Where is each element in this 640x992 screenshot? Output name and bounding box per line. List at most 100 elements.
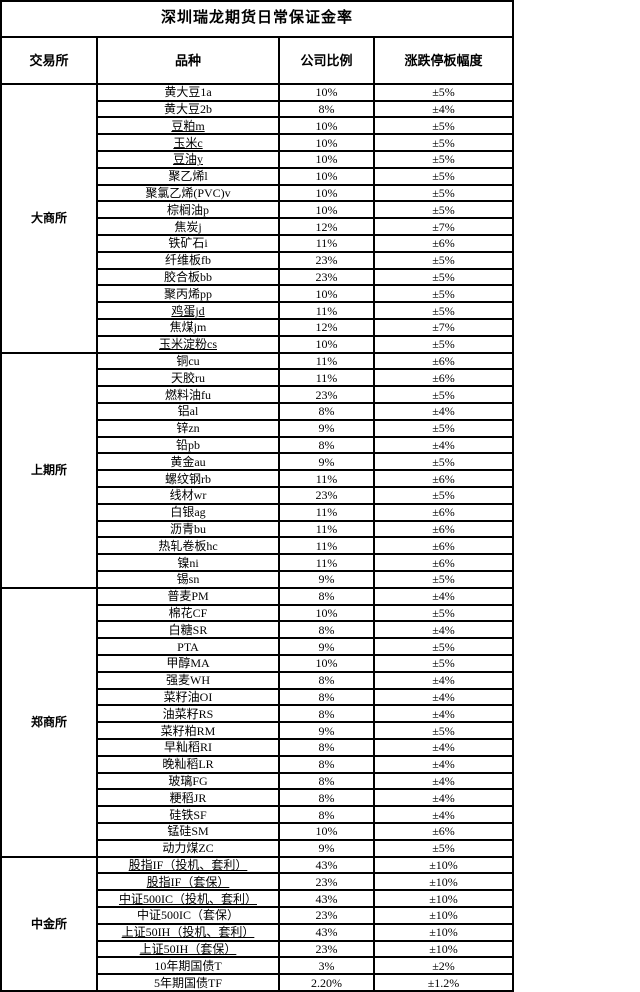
margin-rate-table: 深圳瑞龙期货日常保证金率 交易所 品种 公司比例 涨跌停板幅度 大商所 黄大豆1a…	[0, 0, 515, 992]
limit-cell: ±6%	[372, 234, 515, 253]
limit-cell: ±5%	[372, 334, 515, 354]
variety-cell: 纤维板fb	[96, 250, 280, 270]
table-row: 镍ni 11% ±6%	[1, 553, 515, 572]
limit-cell: ±4%	[372, 687, 515, 707]
table-row: 玉米c 10% ±5%	[1, 133, 515, 153]
table-row: PTA 9% ±5%	[1, 637, 515, 656]
variety-cell: 线材wr	[96, 485, 280, 505]
table-row: 5年期国债TF 2.20% ±1.2%	[1, 973, 515, 992]
ratio-cell: 9%	[278, 637, 375, 656]
variety-cell: 锌zn	[96, 418, 280, 438]
variety-cell: 鸡蛋jd	[96, 301, 280, 321]
variety-cell: 热轧卷板hc	[96, 536, 280, 556]
table-row: 上证50IH（套保） 23% ±10%	[1, 939, 515, 959]
ratio-cell: 8%	[278, 402, 375, 421]
table-row: 焦煤jm 12% ±7%	[1, 318, 515, 337]
limit-cell: ±4%	[372, 771, 515, 791]
ratio-cell: 8%	[278, 99, 375, 119]
variety-cell: 晚籼稻LR	[96, 754, 280, 774]
variety-cell: 聚丙烯pp	[96, 284, 280, 304]
limit-cell: ±7%	[372, 217, 515, 237]
variety-cell: 聚乙烯l	[96, 166, 280, 186]
variety-cell: 玉米c	[96, 133, 280, 153]
variety-cell: 铜cu	[96, 351, 280, 371]
variety-cell: 焦煤jm	[96, 318, 280, 337]
ratio-cell: 43%	[278, 889, 375, 908]
variety-cell: 上证50IH（投机、套利）	[96, 922, 280, 942]
limit-cell: ±2%	[372, 956, 515, 976]
variety-cell: 粳稻JR	[96, 788, 280, 808]
variety-cell: 甲醇MA	[96, 653, 280, 673]
ratio-cell: 8%	[278, 687, 375, 707]
ratio-cell: 11%	[278, 368, 375, 388]
limit-cell: ±10%	[372, 855, 515, 875]
ratio-cell: 9%	[278, 452, 375, 472]
ratio-cell: 23%	[278, 872, 375, 892]
table-title-row: 深圳瑞龙期货日常保证金率	[0, 0, 515, 38]
column-header-variety: 品种	[96, 35, 280, 85]
limit-cell: ±6%	[372, 821, 515, 841]
variety-cell: 动力煤ZC	[96, 838, 280, 858]
ratio-cell: 10%	[278, 653, 375, 673]
variety-cell: 铝al	[96, 402, 280, 421]
limit-cell: ±5%	[372, 452, 515, 472]
limit-cell: ±5%	[372, 267, 515, 287]
variety-cell: 白糖SR	[96, 620, 280, 640]
table-row: 上证50IH（投机、套利） 43% ±10%	[1, 922, 515, 942]
ratio-cell: 23%	[278, 905, 375, 925]
table-row: 菜籽粕RM 9% ±5%	[1, 721, 515, 740]
variety-cell: 油菜籽RS	[96, 704, 280, 724]
variety-cell: 铁矿石i	[96, 234, 280, 253]
ratio-cell: 10%	[278, 603, 375, 623]
ratio-cell: 10%	[278, 116, 375, 136]
limit-cell: ±6%	[372, 519, 515, 539]
variety-cell: 股指IF（套保）	[96, 872, 280, 892]
table-row: 纤维板fb 23% ±5%	[1, 250, 515, 270]
exchange-cell: 上期所	[0, 351, 98, 589]
table-header-row: 交易所 品种 公司比例 涨跌停板幅度	[0, 35, 515, 85]
ratio-cell: 8%	[278, 771, 375, 791]
variety-cell: 普麦PM	[96, 586, 280, 606]
limit-cell: ±10%	[372, 905, 515, 925]
limit-cell: ±5%	[372, 301, 515, 321]
ratio-cell: 43%	[278, 922, 375, 942]
limit-cell: ±4%	[372, 435, 515, 455]
table-row: 黄大豆2b 8% ±4%	[1, 99, 515, 119]
table-row: 沥青bu 11% ±6%	[1, 519, 515, 539]
table-row: 中金所 股指IF（投机、套利） 43% ±10%	[0, 855, 515, 992]
variety-cell: 沥青bu	[96, 519, 280, 539]
limit-cell: ±5%	[372, 385, 515, 404]
limit-cell: ±6%	[372, 469, 515, 488]
variety-cell: 黄大豆2b	[96, 99, 280, 119]
limit-cell: ±5%	[372, 133, 515, 153]
table-row: 上期所 铜cu 11% ±6%	[0, 351, 515, 589]
limit-cell: ±4%	[372, 788, 515, 808]
table-row: 黄金au 9% ±5%	[1, 452, 515, 472]
variety-cell: 焦炭j	[96, 217, 280, 237]
variety-cell: 燃料油fu	[96, 385, 280, 404]
ratio-cell: 11%	[278, 536, 375, 556]
limit-cell: ±4%	[372, 670, 515, 690]
column-header-exchange: 交易所	[0, 35, 98, 85]
ratio-cell: 10%	[278, 166, 375, 186]
variety-cell: 豆油y	[96, 150, 280, 169]
ratio-cell: 10%	[278, 200, 375, 220]
table-row: 棉花CF 10% ±5%	[1, 603, 515, 623]
limit-cell: ±5%	[372, 838, 515, 858]
table-row: 聚丙烯pp 10% ±5%	[1, 284, 515, 304]
ratio-cell: 10%	[278, 150, 375, 169]
variety-cell: 锡sn	[96, 569, 280, 589]
ratio-cell: 23%	[278, 485, 375, 505]
variety-cell: 棕榈油p	[96, 200, 280, 220]
variety-cell: 黄金au	[96, 452, 280, 472]
limit-cell: ±5%	[372, 116, 515, 136]
table-row: 棕榈油p 10% ±5%	[1, 200, 515, 220]
limit-cell: ±4%	[372, 586, 515, 606]
limit-cell: ±4%	[372, 704, 515, 724]
ratio-cell: 2.20%	[278, 973, 375, 992]
limit-cell: ±4%	[372, 737, 515, 757]
limit-cell: ±6%	[372, 536, 515, 556]
ratio-cell: 9%	[278, 418, 375, 438]
limit-cell: ±4%	[372, 99, 515, 119]
